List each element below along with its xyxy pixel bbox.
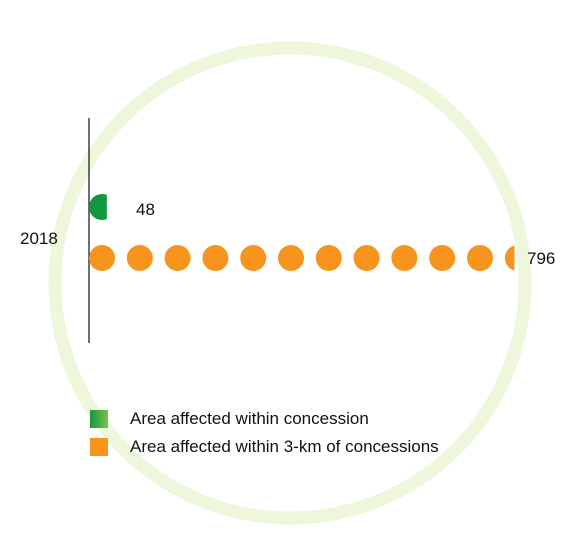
- within-concession-circle: [89, 194, 107, 220]
- within-3km-circle: [278, 245, 304, 271]
- marks-group: [89, 194, 515, 271]
- legend-swatch-green: [90, 410, 108, 428]
- within-3km-circle: [353, 245, 380, 271]
- value-label-within-concession: 48: [136, 200, 155, 219]
- legend-label-within-concession: Area affected within concession: [130, 409, 369, 428]
- legend-label-within-3km: Area affected within 3-km of concessions: [130, 437, 439, 456]
- value-label-within-3km: 796: [527, 249, 555, 268]
- within-3km-circle: [504, 245, 515, 271]
- within-3km-circle: [315, 245, 342, 271]
- within-3km-circle: [467, 245, 493, 271]
- legend-swatch-orange: [90, 438, 108, 456]
- legend: Area affected within concession Area aff…: [90, 405, 439, 461]
- category-label: 2018: [20, 229, 58, 248]
- legend-item-within-concession: Area affected within concession: [90, 405, 439, 433]
- background-ring: [48, 41, 532, 525]
- within-3km-circle: [126, 245, 153, 271]
- within-3km-circle: [240, 245, 267, 271]
- within-3km-circle: [391, 245, 418, 271]
- within-3km-circle: [429, 245, 456, 271]
- within-3km-circle: [164, 245, 191, 271]
- legend-item-within-3km: Area affected within 3-km of concessions: [90, 433, 439, 461]
- within-3km-circle: [202, 245, 229, 271]
- within-3km-circle: [89, 245, 115, 271]
